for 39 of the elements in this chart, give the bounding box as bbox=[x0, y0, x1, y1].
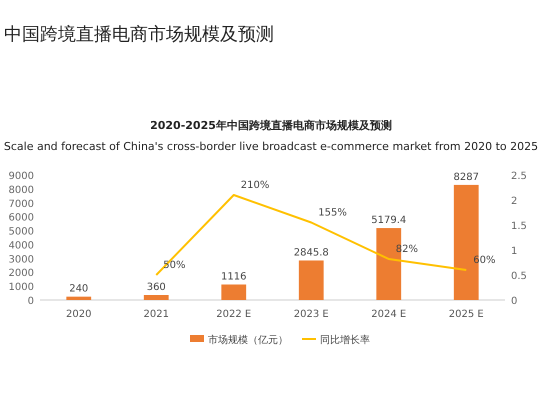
y-tick-label: 9000 bbox=[8, 171, 34, 182]
bar bbox=[66, 296, 92, 300]
data-label: 210% bbox=[240, 180, 270, 191]
chart-subtitle: 2020-2025年中国跨境直播电商市场规模及预测 bbox=[150, 119, 392, 132]
bar bbox=[298, 260, 324, 300]
y2-tick-label: 2 bbox=[511, 196, 518, 207]
x-tick-label: 2020 bbox=[66, 309, 92, 320]
y-tick-label: 4000 bbox=[8, 240, 34, 252]
x-tick-label: 2021 bbox=[144, 309, 169, 320]
y2-tick-label: 2.5 bbox=[511, 171, 527, 182]
data-label: 155% bbox=[318, 208, 347, 218]
data-label: 8287 bbox=[454, 172, 479, 183]
y-tick-label: 3000 bbox=[8, 254, 34, 266]
y-tick-label: 1000 bbox=[8, 282, 34, 294]
y-tick-label: 0 bbox=[28, 296, 34, 307]
x-tick-label: 2025 E bbox=[448, 309, 484, 320]
x-tick-label: 2024 E bbox=[371, 309, 406, 320]
legend-label: 市场规模（亿元） bbox=[208, 334, 288, 346]
x-tick-label: 2022 E bbox=[216, 309, 252, 320]
bar bbox=[221, 284, 246, 300]
x-tick-label: 2023 E bbox=[294, 309, 329, 320]
y-tick-label: 6000 bbox=[8, 212, 34, 224]
data-label: 240 bbox=[69, 284, 88, 295]
chart-title: 中国跨境直播电商市场规模及预测 bbox=[4, 24, 274, 45]
y-tick-label: 5000 bbox=[8, 226, 34, 238]
y2-tick-label: 0 bbox=[511, 296, 518, 307]
text: Scale and forecast of China's cross-border live broadcast e-commerce market from 2020 to 2025 bbox=[4, 140, 538, 153]
y-tick-label: 8000 bbox=[8, 184, 34, 196]
y-tick-label: 2000 bbox=[8, 268, 34, 280]
y2-tick-label: 1 bbox=[511, 246, 518, 257]
legend-label: 同比增长率 bbox=[320, 334, 370, 346]
bar bbox=[144, 295, 169, 300]
y2-tick-label: 1.5 bbox=[511, 221, 527, 232]
y2-tick-label: 0.5 bbox=[511, 271, 527, 282]
data-label: 360 bbox=[146, 282, 166, 293]
data-label: 5179.4 bbox=[371, 215, 406, 226]
y-tick-label: 7000 bbox=[8, 198, 34, 210]
data-label: 1116 bbox=[221, 272, 246, 282]
data-label: 2845.8 bbox=[294, 247, 329, 258]
